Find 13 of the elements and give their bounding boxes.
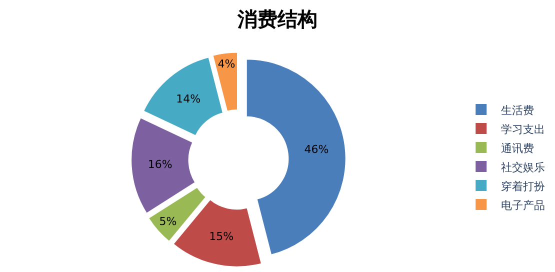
- data-label: 15%: [209, 230, 234, 243]
- chart-title: 消费结构: [236, 7, 318, 32]
- legend-label: 通讯费: [501, 142, 534, 155]
- data-label: 46%: [304, 143, 329, 156]
- data-label: 14%: [176, 92, 201, 106]
- data-label: 4%: [218, 57, 236, 70]
- legend-label: 生活费: [501, 104, 534, 117]
- legend-label: 社交娱乐: [501, 160, 546, 174]
- legend-label: 穿着打扮: [501, 180, 546, 193]
- legend-label: 电子产品: [501, 198, 546, 212]
- legend-label: 学习支出: [501, 122, 546, 136]
- data-label: 5%: [159, 215, 177, 228]
- data-label: 16%: [148, 158, 172, 172]
